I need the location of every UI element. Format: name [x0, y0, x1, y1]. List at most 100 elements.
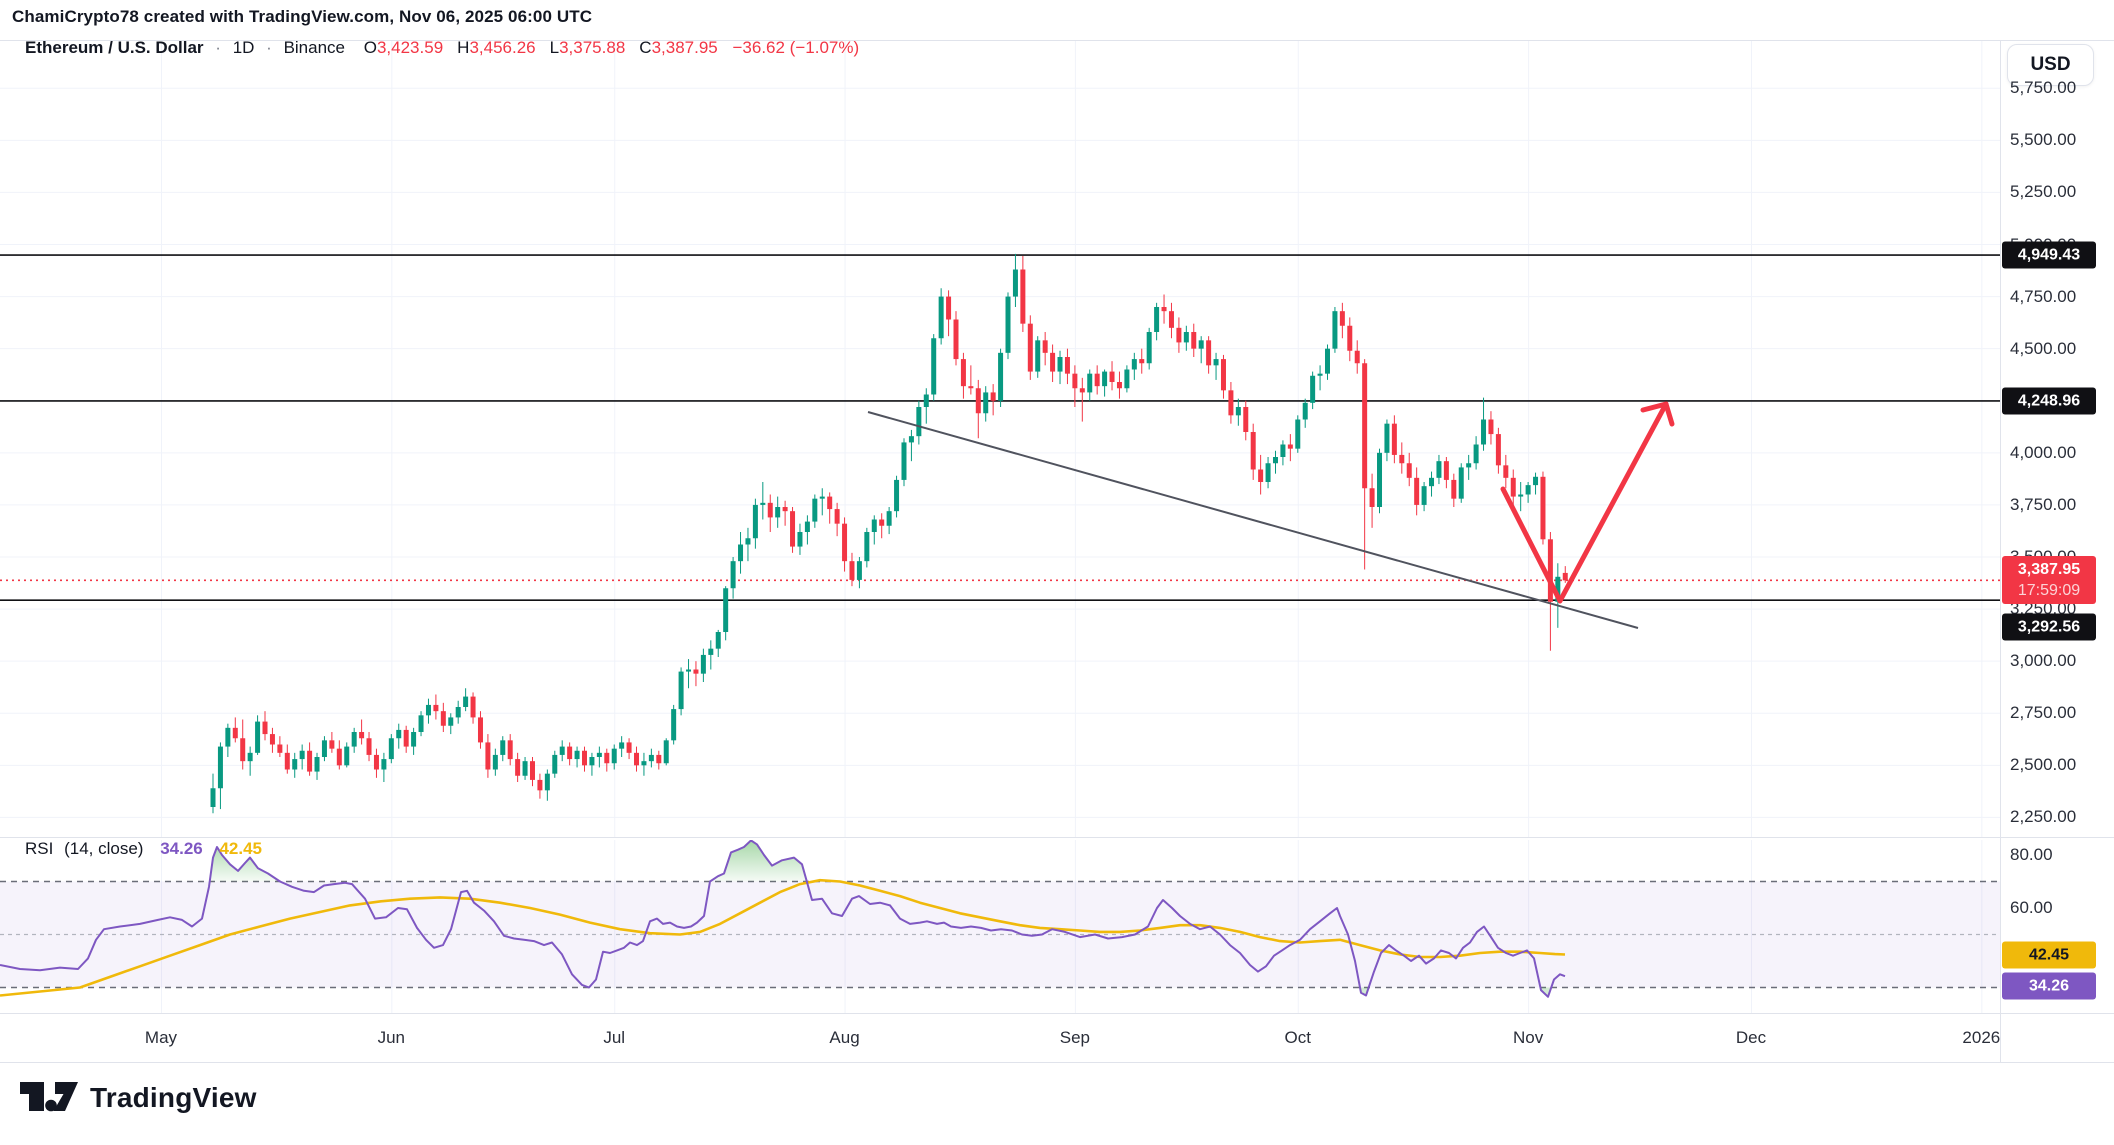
price-axis-label: 5,750.00	[2010, 78, 2077, 98]
candle-body	[1258, 469, 1264, 482]
candle-body	[849, 561, 855, 580]
candle-body	[1406, 463, 1412, 478]
price-axis-label: 4,000.00	[2010, 442, 2077, 462]
candle-body	[463, 696, 469, 707]
candle-body	[686, 669, 692, 672]
candle-body	[715, 632, 721, 649]
rsi-oversold-fill	[0, 987, 1565, 997]
rsi-axis-divider	[0, 1013, 2114, 1014]
candle-body	[1094, 373, 1100, 387]
exchange-label[interactable]: Binance	[283, 38, 345, 57]
currency-toggle-button[interactable]: USD	[2007, 44, 2094, 86]
candle-body	[1347, 325, 1353, 351]
candle-body	[247, 752, 253, 762]
candle-body	[827, 496, 833, 510]
candle-body	[819, 496, 825, 499]
ohlc-label: L	[549, 38, 560, 57]
candle-body	[1250, 432, 1256, 470]
price-axis-label: 5,500.00	[2010, 130, 2077, 150]
change-value: −36.62 (−1.07%)	[732, 38, 860, 57]
candle-body	[210, 788, 216, 807]
bar-countdown: 17:59:09	[2017, 582, 2081, 600]
candle-body	[1012, 269, 1018, 297]
candle-body	[1139, 359, 1145, 364]
candle-body	[552, 754, 558, 774]
interval-label[interactable]: 1D	[232, 38, 255, 57]
candle-body	[321, 740, 327, 757]
candle-body	[656, 754, 662, 764]
candle-body	[1451, 479, 1457, 499]
rsi-value-badge: 34.26	[2002, 972, 2096, 1000]
candle-body	[396, 729, 402, 739]
candle-body	[946, 296, 952, 320]
candle-body	[411, 732, 417, 747]
candle-body	[923, 394, 929, 407]
candle-body	[752, 504, 758, 539]
candle-body	[1176, 327, 1182, 343]
candle-body	[507, 740, 513, 760]
candle-body	[700, 654, 706, 674]
candle-body	[975, 388, 981, 414]
candle-body	[901, 442, 907, 480]
candle-body	[1436, 461, 1442, 478]
candle-body	[856, 561, 862, 580]
candle-body	[1213, 359, 1219, 366]
symbol-legend[interactable]: Ethereum / U.S. Dollar · 1D · Binance O3…	[25, 38, 859, 58]
level-price-badge: 3,292.56	[2002, 613, 2096, 641]
candle-body	[767, 502, 773, 518]
candle-body	[1429, 477, 1435, 487]
price-axis-label: 3,000.00	[2010, 651, 2077, 671]
candle-body	[1050, 352, 1056, 372]
rsi-params: (14, close)	[64, 839, 144, 858]
candle-body	[894, 479, 900, 512]
candle-body	[1310, 375, 1316, 403]
candle-body	[1027, 323, 1033, 372]
rsi-band	[0, 881, 2000, 988]
candle-body	[1191, 332, 1197, 349]
candle-body	[1302, 402, 1308, 420]
candle-body	[908, 436, 914, 443]
candle-body	[448, 717, 454, 726]
candle-body	[1035, 340, 1041, 372]
candle-body	[1198, 340, 1204, 349]
candle-body	[790, 511, 796, 547]
ohlc-value: 3,387.95	[651, 38, 718, 57]
candle-body	[589, 757, 595, 766]
candle-body	[842, 523, 848, 562]
ohlc-value: 3,456.26	[469, 38, 536, 57]
price-axis-label: 4,750.00	[2010, 286, 2077, 306]
tradingview-logo[interactable]: TradingView	[20, 1080, 257, 1116]
candle-body	[931, 338, 937, 395]
candle-body	[559, 746, 565, 755]
candle-body	[1102, 371, 1108, 387]
candle-body	[1109, 371, 1115, 382]
pane-divider	[0, 837, 2114, 838]
candle-body	[425, 704, 431, 716]
candle-body	[1391, 423, 1397, 455]
candle-body	[1087, 373, 1093, 393]
price-axis-divider	[2000, 40, 2001, 1062]
price-axis-label: 5,250.00	[2010, 182, 2077, 202]
candle-body	[641, 761, 647, 766]
symbol-name[interactable]: Ethereum / U.S. Dollar	[25, 38, 204, 57]
rsi-indicator-legend[interactable]: RSI (14, close) 34.26 42.45	[25, 839, 262, 859]
time-axis-label: Jun	[377, 1028, 406, 1047]
time-axis-label: Oct	[1284, 1028, 1311, 1047]
time-axis-label: Jul	[603, 1028, 626, 1047]
projection-arrowhead	[1640, 401, 1669, 413]
candle-body	[1317, 373, 1323, 376]
candle-body	[745, 538, 751, 545]
rsi-value: 34.26	[160, 839, 203, 858]
candle-body	[329, 740, 335, 749]
candle-body	[693, 669, 699, 674]
candle-body	[269, 734, 275, 745]
legend-separator: ·	[215, 38, 221, 57]
candle-body	[1064, 357, 1070, 374]
candle-body	[1079, 388, 1085, 393]
candle-body	[708, 648, 714, 655]
candle-body	[983, 392, 989, 414]
candle-body	[596, 752, 602, 757]
rsi-title[interactable]: RSI	[25, 839, 54, 858]
candle-body	[723, 588, 729, 632]
